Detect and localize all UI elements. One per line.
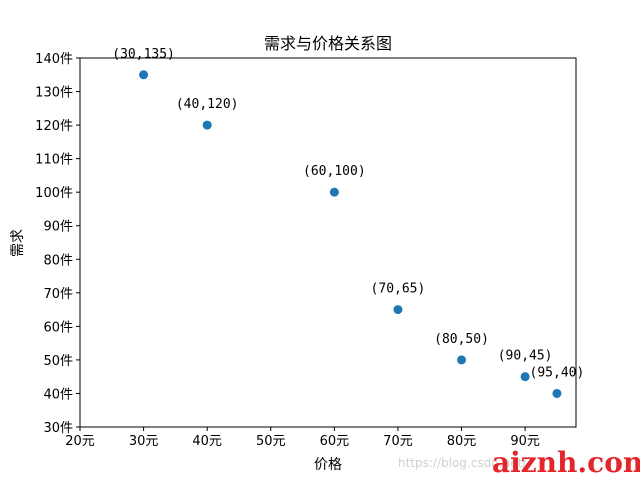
watermark-brand: aiznh.com — [492, 446, 640, 479]
y-tick-label: 40件 — [43, 387, 73, 402]
y-tick-label: 140件 — [35, 52, 73, 67]
scatter-point — [329, 187, 339, 197]
x-tick-label: 50元 — [256, 434, 286, 449]
x-tick-label: 20元 — [65, 434, 95, 449]
x-tick-label: 80元 — [447, 434, 477, 449]
point-label: (90,45) — [498, 349, 553, 364]
scatter-point — [457, 355, 467, 365]
watermark-url: https://blog.csdn.net/ — [398, 456, 527, 470]
y-axis: 30件 40件 50件 60件 70件 80件 90件 100件 110件 120件 130件 140… — [35, 52, 80, 436]
y-tick-label: 90件 — [43, 220, 73, 235]
x-axis: 20元 30元 40元 50元 60元 70元 80元 90元 — [65, 427, 540, 449]
point-label: (40,120) — [176, 97, 239, 112]
x-tick-label: 30元 — [129, 434, 159, 449]
point-label: (80,50) — [434, 332, 489, 347]
y-tick-label: 50件 — [43, 354, 73, 369]
y-tick-label: 80件 — [43, 253, 73, 268]
point-label: (30,135) — [112, 47, 175, 62]
y-tick-label: 130件 — [35, 86, 73, 101]
scatter-point — [520, 372, 530, 382]
x-tick-label: 40元 — [192, 434, 222, 449]
scatter-point — [202, 120, 212, 130]
plot-area — [79, 57, 577, 428]
x-tick-label: 70元 — [383, 434, 413, 449]
x-tick-label: 60元 — [320, 434, 350, 449]
y-tick-label: 100件 — [35, 186, 73, 201]
scatter-point — [552, 388, 562, 398]
y-tick-label: 120件 — [35, 119, 73, 134]
y-tick-label: 30件 — [43, 421, 73, 436]
y-tick-label: 60件 — [43, 320, 73, 335]
y-tick-label: 110件 — [35, 153, 73, 168]
point-label: (70,65) — [371, 282, 426, 297]
y-axis-label: 需求 — [10, 229, 26, 257]
data-points: (30,135) (40,120) (60,100) (70,65) (80,50) (9… — [112, 47, 584, 398]
point-label: (95,40) — [530, 365, 585, 380]
scatter-point — [393, 305, 403, 315]
y-tick-label: 70件 — [43, 287, 73, 302]
scatter-point — [139, 70, 149, 80]
x-tick-label: 90元 — [510, 434, 540, 449]
chart-title: 需求与价格关系图 — [264, 34, 392, 53]
x-axis-label: 价格 — [314, 457, 342, 473]
point-label: (60,100) — [303, 164, 366, 179]
